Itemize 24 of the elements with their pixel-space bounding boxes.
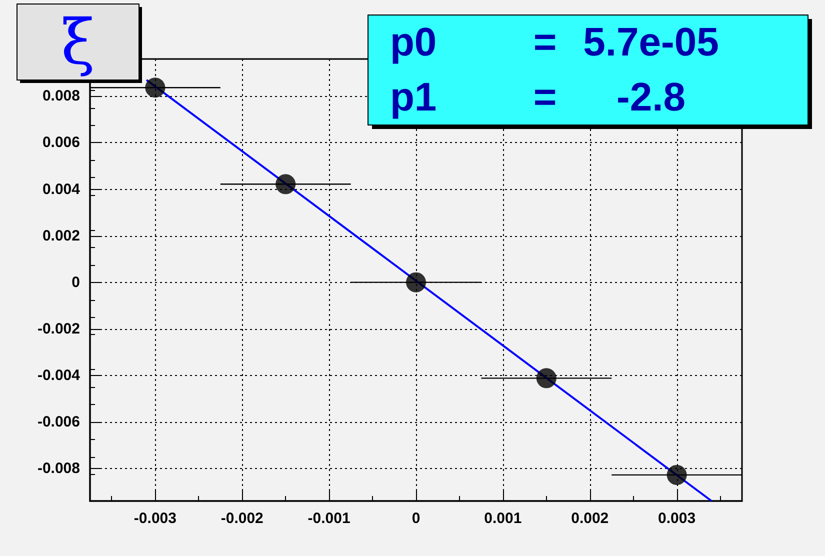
point	[536, 368, 556, 388]
x-tick-label: 0.001	[484, 510, 522, 527]
x-tick-label: -0.002	[220, 510, 264, 527]
y-tick-label: 0.008	[42, 88, 80, 105]
point	[406, 272, 426, 292]
point	[666, 464, 687, 485]
y-tick-label: 0.006	[42, 134, 80, 152]
y-tick-label: -0.008	[37, 460, 80, 477]
x-tick-label: -0.003	[134, 510, 176, 527]
x-tick-label: 0.003	[658, 510, 696, 527]
x-tick-label: -0.001	[308, 510, 350, 527]
text: p0 = 5.7e-05	[390, 20, 719, 64]
x-tick-label: 0	[412, 510, 420, 527]
chart-title: ξ	[60, 6, 96, 78]
point	[276, 174, 296, 194]
y-tick-label: 0.004	[42, 180, 81, 198]
y-tick-label: -0.004	[37, 366, 81, 384]
x-tick-label: 0.002	[571, 510, 609, 527]
point	[145, 78, 166, 98]
y-tick-label: -0.002	[37, 320, 80, 338]
y-tick-label: 0	[72, 274, 80, 291]
text: p1 = -2.8	[390, 76, 686, 120]
y-tick-label: 0.002	[42, 227, 80, 244]
y-tick-label: -0.006	[37, 413, 80, 430]
